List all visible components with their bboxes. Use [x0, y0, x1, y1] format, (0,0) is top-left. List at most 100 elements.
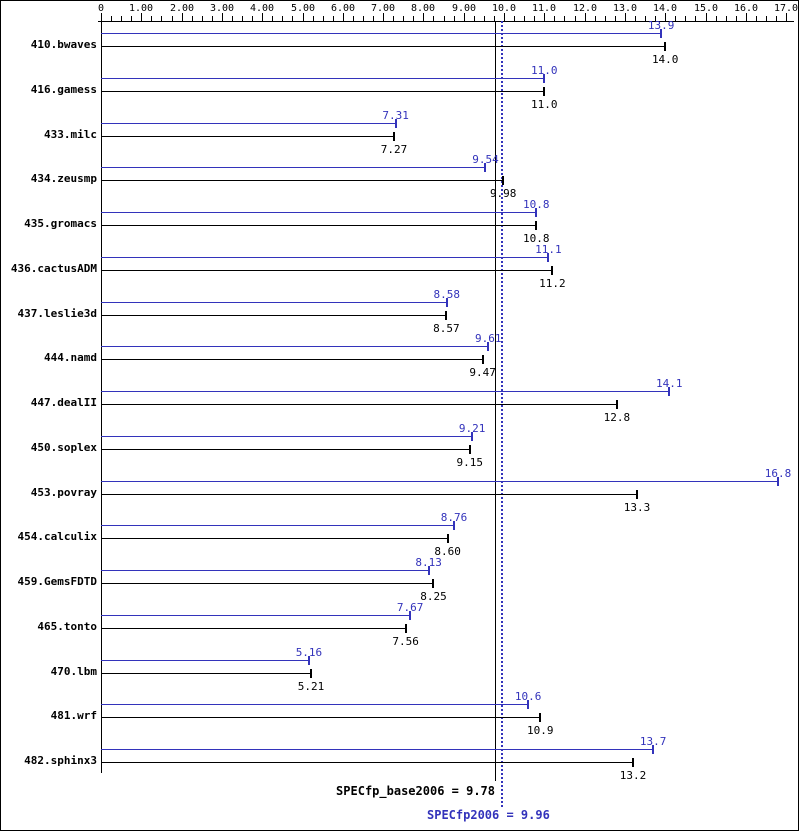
benchmark-label: 435.gromacs	[24, 217, 97, 230]
value-label-base: 13.2	[619, 769, 647, 782]
axis-minor-tick	[554, 16, 555, 21]
axis-minor-tick	[494, 16, 495, 21]
bar-base-cap	[635, 489, 638, 499]
axis-minor-tick	[454, 16, 455, 21]
benchmark-label: 437.leslie3d	[17, 306, 97, 320]
axis-minor-tick	[484, 16, 485, 21]
axis-minor-tick	[524, 16, 525, 21]
bar-peak	[101, 301, 447, 303]
axis-minor-tick	[131, 16, 132, 21]
value-label-peak: 9.61	[475, 332, 502, 346]
benchmark-label: 453.povray	[30, 485, 97, 499]
bar-base	[101, 538, 448, 540]
bar-peak	[101, 749, 654, 750]
axis-tick-label: 15.0	[693, 3, 719, 14]
value-label-base: 8.57	[433, 321, 460, 335]
bar-base	[101, 627, 406, 629]
benchmark-label: 434.zeusmp	[30, 172, 97, 186]
bar-base-cap	[468, 444, 471, 454]
bar-peak	[101, 704, 529, 706]
bar-peak-cap	[307, 655, 310, 665]
axis-major-tick	[786, 13, 787, 21]
axis-minor-tick	[736, 16, 737, 21]
bar-base	[101, 314, 447, 316]
axis-major-tick	[423, 13, 424, 21]
benchmark-label: 410.bwaves	[30, 38, 97, 51]
axis-tick-label: 1.00	[128, 3, 154, 14]
axis-minor-tick	[645, 16, 646, 21]
axis-line	[98, 21, 794, 22]
axis-minor-tick	[373, 16, 374, 21]
value-label-base: 10.9	[527, 724, 554, 738]
bar-base-cap	[446, 534, 449, 544]
bar-base	[101, 493, 637, 495]
axis-minor-tick	[282, 16, 283, 21]
benchmark-label: 465.tonto	[37, 619, 97, 633]
bar-base	[101, 717, 541, 719]
value-label-base: 11.2	[539, 276, 566, 290]
axis-major-tick	[706, 13, 707, 21]
bar-peak-cap	[409, 610, 412, 620]
bar-peak	[101, 122, 396, 124]
bar-base-cap	[502, 176, 505, 186]
axis-tick-label: 5.00	[290, 3, 316, 14]
benchmark-label: 447.dealII	[30, 396, 97, 409]
value-label-peak: 13.9	[647, 19, 675, 32]
value-label-base: 9.15	[456, 455, 483, 469]
axis-minor-tick	[534, 16, 535, 21]
value-label-base: 9.98	[489, 187, 517, 201]
axis-minor-tick	[726, 16, 727, 21]
axis-major-tick	[464, 13, 465, 21]
bar-base	[101, 404, 617, 405]
bar-peak	[101, 33, 662, 34]
axis-major-tick	[625, 13, 626, 21]
bar-base	[101, 359, 483, 361]
bar-peak	[101, 391, 670, 392]
axis-major-tick	[262, 13, 263, 21]
bar-peak-cap	[394, 118, 397, 128]
axis-tick-label: 4.00	[249, 3, 275, 14]
axis-tick-label: 13.0	[612, 3, 638, 14]
bar-base-cap	[539, 713, 542, 723]
value-label-peak: 8.13	[415, 556, 442, 569]
axis-minor-tick	[685, 16, 686, 21]
axis-minor-tick	[172, 16, 173, 21]
bar-peak-cap	[668, 387, 671, 396]
bar-base-cap	[631, 758, 634, 767]
reference-line-base	[495, 21, 496, 781]
value-label-peak: 8.58	[433, 287, 461, 301]
benchmark-label: 454.calculix	[17, 530, 97, 544]
axis-major-tick	[182, 13, 183, 21]
bar-peak-cap	[543, 73, 546, 83]
value-label-peak: 7.31	[382, 108, 409, 122]
benchmark-label: 450.soplex	[30, 440, 97, 454]
axis-minor-tick	[695, 16, 696, 21]
axis-tick-label: 2.00	[169, 3, 195, 14]
axis-tick-label: 3.00	[209, 3, 235, 14]
axis-minor-tick	[161, 16, 162, 21]
value-label-base: 9.47	[469, 366, 496, 380]
benchmark-label: 459.GemsFDTD	[17, 575, 97, 588]
axis-minor-tick	[514, 16, 515, 21]
value-label-peak: 16.8	[764, 466, 792, 480]
bar-base-cap	[309, 668, 312, 678]
axis-minor-tick	[776, 16, 777, 21]
axis-minor-tick	[615, 16, 616, 21]
value-label-peak: 11.1	[535, 242, 562, 256]
bar-peak-cap	[535, 208, 538, 217]
axis-minor-tick	[323, 16, 324, 21]
axis-tick-label: 0	[97, 3, 105, 14]
value-label-base: 7.56	[392, 634, 419, 648]
bar-peak	[101, 167, 486, 169]
axis-minor-tick	[413, 16, 414, 21]
bar-peak-cap	[652, 745, 655, 754]
bar-base	[101, 762, 633, 763]
axis-tick-label: 17.0	[773, 3, 799, 14]
axis-minor-tick	[766, 16, 767, 21]
benchmark-label: 444.namd	[44, 351, 97, 365]
axis-minor-tick	[433, 16, 434, 21]
value-label-peak: 8.76	[440, 511, 468, 525]
value-label-base: 8.25	[420, 590, 447, 603]
benchmark-label: 482.sphinx3	[24, 754, 97, 767]
